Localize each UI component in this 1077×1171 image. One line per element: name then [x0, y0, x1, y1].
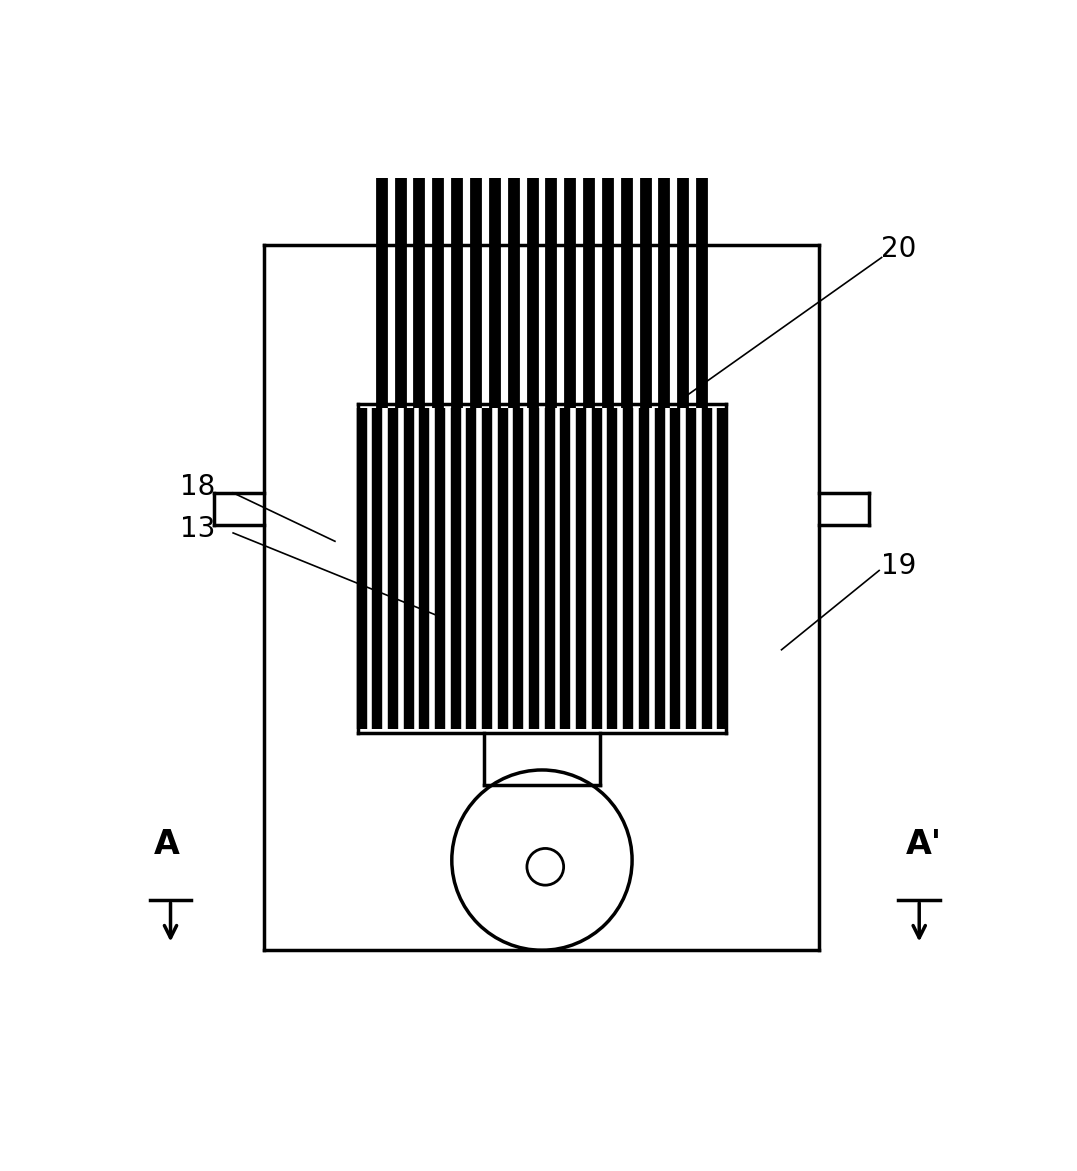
- Text: A: A: [153, 828, 179, 861]
- Text: 20: 20: [881, 235, 917, 263]
- Text: 19: 19: [881, 553, 917, 581]
- Text: A': A': [906, 828, 941, 861]
- Text: 18: 18: [180, 473, 214, 501]
- Text: 13: 13: [180, 515, 215, 542]
